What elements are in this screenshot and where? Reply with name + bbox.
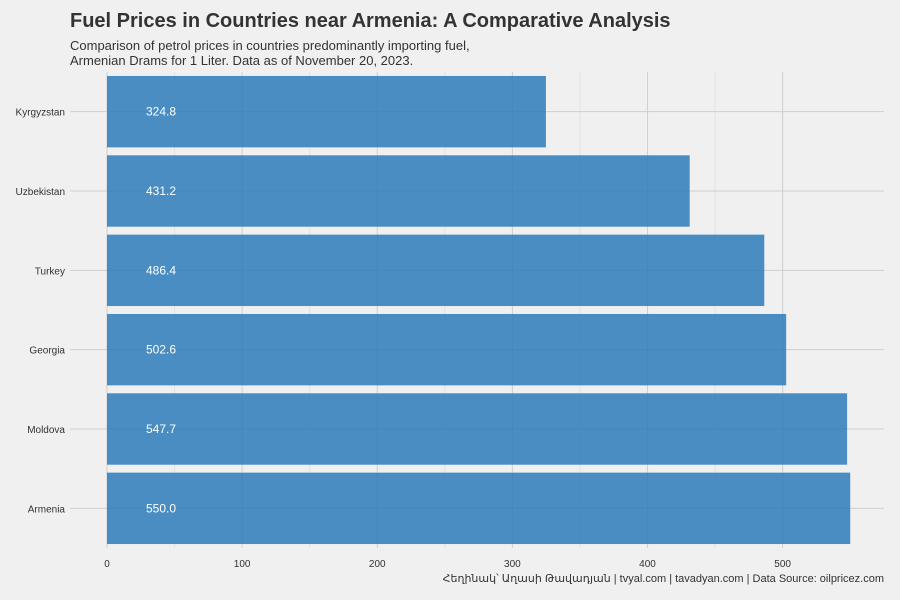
x-tick-label: 200 [369, 559, 386, 570]
y-tick-label: Uzbekistan [16, 187, 65, 198]
y-tick-label: Moldova [27, 425, 65, 436]
bar [107, 75, 546, 148]
x-axis-labels: 0 100 200 300 400 500 [104, 559, 791, 570]
y-tick-label: Kyrgyzstan [16, 108, 65, 119]
y-tick-label: Armenia [28, 504, 66, 515]
bar-value-labels: 324.8 431.2 486.4 502.6 547.7 550.0 [146, 105, 176, 516]
bar-value-label: 550.0 [146, 501, 176, 515]
x-tick-label: 0 [104, 559, 110, 570]
y-tick-label: Georgia [29, 346, 65, 357]
x-tick-label: 500 [774, 559, 791, 570]
bar-value-label: 486.4 [146, 263, 176, 277]
chart-caption: Հեղինակ՝ Աղասի Թավադյան | tvyal.com | ta… [442, 573, 884, 585]
bar-value-label: 547.7 [146, 422, 176, 436]
bar-value-label: 502.6 [146, 343, 176, 357]
bar [107, 313, 787, 386]
bar-value-label: 324.8 [146, 105, 176, 119]
bar [107, 393, 848, 465]
x-tick-label: 300 [504, 559, 521, 570]
bar [107, 234, 765, 307]
x-tick-label: 100 [234, 559, 251, 570]
chart-subtitle: Comparison of petrol prices in countries… [70, 38, 470, 68]
subtitle-line-1: Comparison of petrol prices in countries… [70, 38, 470, 53]
bar [107, 155, 690, 227]
chart-title: Fuel Prices in Countries near Armenia: A… [70, 10, 671, 32]
y-axis-labels: Kyrgyzstan Uzbekistan Turkey Georgia Moldova… [16, 108, 66, 516]
bars [107, 75, 851, 545]
x-tick-label: 400 [639, 559, 656, 570]
y-tick-label: Turkey [35, 266, 65, 277]
bar [107, 472, 851, 545]
bar-value-label: 431.2 [146, 184, 176, 198]
subtitle-line-2: Armenian Drams for 1 Liter. Data as of N… [70, 53, 414, 68]
